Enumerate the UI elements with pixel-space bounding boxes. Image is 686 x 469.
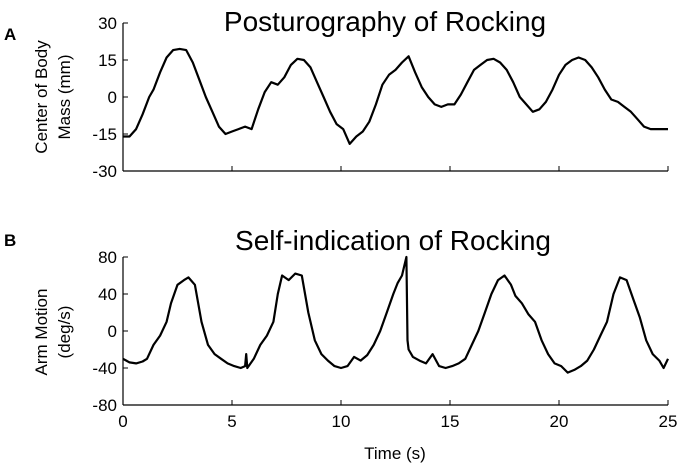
panel-a-ylabel-line-2: Mass (mm) [55,55,74,140]
panel-b-ylabel-line-1: Arm Motion [32,289,51,376]
panel-a-ytick-label: -15 [92,125,117,144]
panel-b-ylabel-line-2: (deg/s) [55,306,74,359]
panel-b-xlabel: Time (s) [364,444,426,463]
panel-a-chart: A Posturography of Rocking Center of Bod… [4,6,669,181]
panel-b-chart: B Self-indication of Rocking Arm Motion … [4,225,677,463]
panel-b-ytick-label: -80 [92,396,117,415]
panel-b-xtick-label: 20 [550,412,569,431]
panel-a-letter: A [4,25,16,44]
panel-b-ytick-label: -40 [92,359,117,378]
panel-b-letter: B [4,231,16,250]
panel-a-title: Posturography of Rocking [224,6,546,37]
panel-b-series-line [122,255,669,374]
panel-a-ytick-label: 30 [98,14,117,33]
panel-a-axes: 30 15 0 -15 -30 [92,14,669,181]
panel-b-title: Self-indication of Rocking [235,225,551,256]
panel-b-xtick-label: 15 [441,412,460,431]
panel-b-ytick-label: 40 [98,285,117,304]
panel-b-xtick-label: 5 [227,412,236,431]
panel-a-ytick-label: 15 [98,51,117,70]
panel-a-ylabel-line-1: Center of Body [32,40,51,154]
panel-b-ytick-label: 80 [98,248,117,267]
panel-a-ytick-label: -30 [92,162,117,181]
panel-b-xtick-label: 25 [659,412,678,431]
panel-b-ytick-label: 0 [108,322,117,341]
panel-a-ytick-label: 0 [108,88,117,107]
panel-a-series-line [123,47,668,145]
panel-b-xtick-label: 0 [118,412,127,431]
panel-b-xtick-label: 10 [332,412,351,431]
